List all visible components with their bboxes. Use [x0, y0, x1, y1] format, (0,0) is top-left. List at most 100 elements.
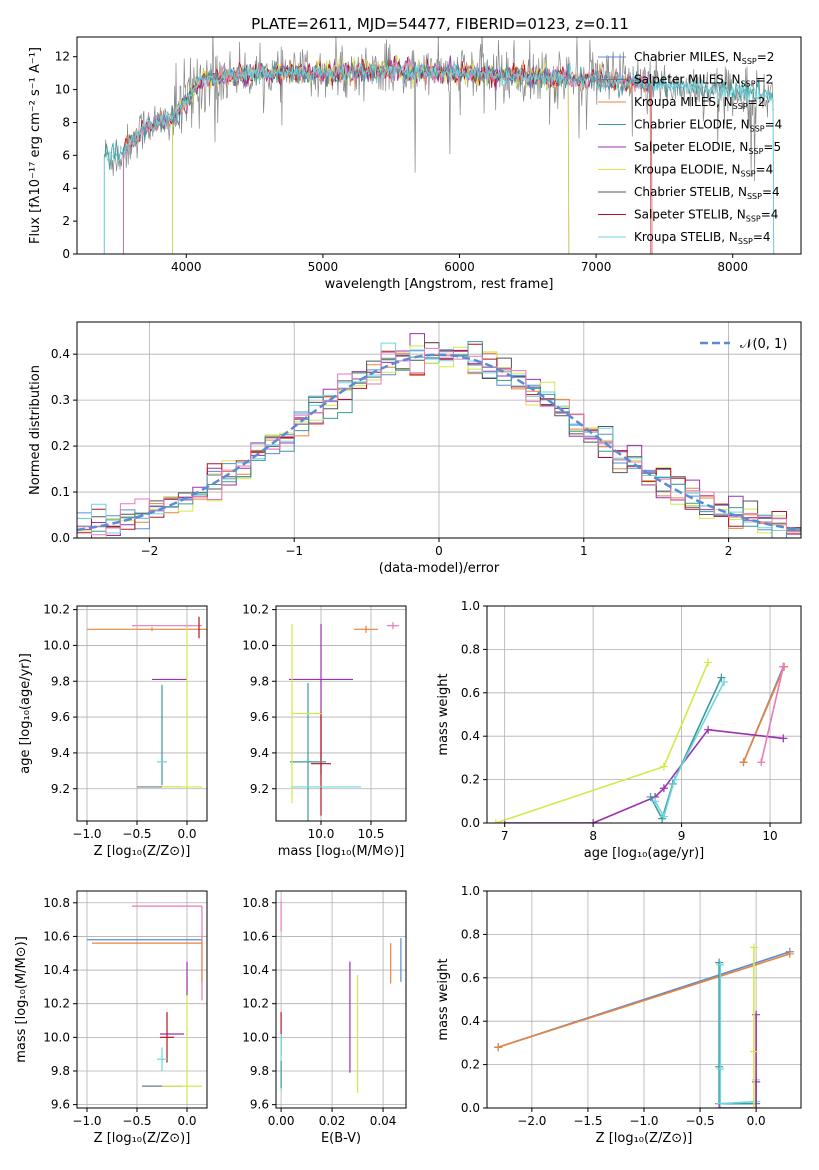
y-tick-label: 10.4: [242, 963, 269, 977]
legend-value: =4: [753, 230, 771, 244]
error-point: [290, 683, 326, 821]
legend-entry: Chabrier MILES, NSSP=2: [634, 50, 774, 66]
legend-subscript: SSP: [741, 80, 756, 89]
weight-marker: [658, 814, 667, 823]
legend-entry: Kroupa ELODIE, NSSP=4: [634, 163, 773, 179]
y-tick-label: 9.4: [250, 746, 269, 760]
weight-marker: [716, 1064, 725, 1073]
figure-title: PLATE=2611, MJD=54477, FIBERID=0123, z=0…: [251, 15, 629, 33]
weight-series: [651, 677, 729, 821]
y-tick-label: 9.2: [51, 782, 70, 796]
y-tick-label: 0.4: [461, 1014, 480, 1028]
legend-label: Chabrier MILES, N: [634, 50, 742, 64]
y-tick-label: 10.0: [242, 1030, 269, 1044]
weight-marker: [715, 958, 724, 967]
y-axis-label: mass weight: [436, 958, 451, 1040]
y-tick-label: 0: [62, 247, 70, 261]
y-tick-label: 6: [62, 148, 70, 162]
y-tick-label: 9.6: [250, 1098, 269, 1112]
y-tick-label: 10.2: [242, 997, 269, 1011]
weight-marker: [716, 960, 725, 969]
legend-value: =4: [756, 163, 774, 177]
plot-area: [491, 658, 789, 823]
axes: −2.0 −1.5 −1.0 −0.5 0.0 0.0 0.2 0.4 0.6 0.8 1.0 Z […: [436, 884, 802, 1146]
y-tick-label: 2: [62, 214, 70, 228]
weight-marker: [494, 1043, 503, 1052]
weight-line: [742, 666, 785, 763]
weight-vs-age-panel: 7 8 9 10 0.0 0.2 0.4 0.6 0.8 1.0 age [log₁₀(age/yr…: [436, 599, 802, 861]
x-axis-label: wavelength [Angstrom, rest frame]: [325, 277, 554, 292]
x-tick-label: 10.0: [308, 827, 335, 841]
y-tick-label: 10.6: [242, 929, 269, 943]
plot-area: [77, 333, 801, 538]
y-tick-label: 9.6: [51, 710, 70, 724]
legend-subscript: SSP: [750, 125, 765, 134]
weight-line: [719, 1014, 757, 1108]
y-tick-label: 9.4: [51, 746, 70, 760]
legend-label: Chabrier STELIB, N: [634, 185, 747, 199]
weight-marker: [720, 677, 729, 686]
weight-line: [649, 677, 723, 821]
axes-frame: [76, 890, 208, 1109]
y-tick-label: 0.1: [51, 485, 70, 499]
legend-value: =5: [763, 140, 781, 154]
plot-area: [494, 943, 794, 1108]
weight-marker: [749, 1047, 758, 1056]
legend-value: =2: [757, 50, 775, 64]
x-tick-label: 7000: [581, 260, 612, 274]
axes: 7 8 9 10 0.0 0.2 0.4 0.6 0.8 1.0 age [log₁₀(age/yr…: [436, 599, 802, 861]
x-tick-label: 0.0: [747, 1114, 766, 1128]
y-tick-label: 9.8: [51, 1064, 70, 1078]
weight-marker: [589, 819, 598, 823]
axes-frame: [486, 890, 802, 1109]
mass-vs-metallicity-panel: −1.0 −0.5 0.0 9.6 9.8 10.0 10.2 10.4 10.6 10.8 Z […: [14, 890, 208, 1146]
age-vs-metallicity-panel: −1.0 −0.5 0.0 9.2 9.4 9.6 9.8 10.0 10.2 Z [log₁₀(…: [18, 603, 208, 859]
legend-label: Kroupa MILES, N: [634, 95, 733, 109]
x-axis-label: mass [log₁₀(M/M⊙)]: [278, 844, 405, 859]
axes-frame: [275, 890, 407, 1109]
legend-entry: Chabrier ELODIE, NSSP=4: [634, 118, 782, 134]
x-tick-label: 10: [762, 829, 777, 843]
y-tick-label: 0.6: [461, 686, 480, 700]
grid-lines: [276, 891, 406, 1108]
x-tick-label: 10.5: [358, 827, 385, 841]
x-tick-label: 0.0: [177, 1114, 196, 1128]
grid-lines: [487, 605, 801, 824]
y-tick-label: 10.8: [242, 896, 269, 910]
model-spectrum: [103, 61, 775, 254]
y-tick-label: 0.3: [51, 393, 70, 407]
weight-line: [718, 962, 757, 1105]
y-tick-label: 9.8: [51, 674, 70, 688]
x-tick-label: 1: [580, 544, 588, 558]
y-tick-label: 4: [62, 181, 70, 195]
weight-line: [654, 681, 725, 819]
age-vs-mass-panel: 10.0 10.5 9.2 9.4 9.6 9.8 10.0 10.2 mass [log₁₀(…: [242, 603, 407, 859]
weight-series: [646, 673, 726, 823]
legend-value: =2: [748, 95, 766, 109]
axes: 4000 5000 6000 7000 8000 0 2 4 6 8 10 12 wavelength …: [28, 36, 802, 292]
error-point: [160, 1012, 174, 1063]
x-axis-label: Z [log₁₀(Z/Z⊙)]: [596, 1131, 693, 1146]
weight-marker: [659, 762, 668, 771]
x-axis-label: Z [log₁₀(Z/Z⊙)]: [94, 1131, 191, 1146]
axes-frame: [76, 321, 802, 539]
axes: −2 −1 0 1 2 0.0 0.1 0.2 0.3 0.4 (data-model)/error…: [28, 321, 802, 576]
y-tick-label: 12: [55, 50, 70, 64]
y-tick-label: 10.0: [43, 638, 70, 652]
legend-value: =4: [761, 208, 779, 222]
y-tick-label: 0.0: [461, 816, 480, 830]
legend-value: =4: [762, 185, 780, 199]
y-tick-label: 1.0: [461, 599, 480, 613]
weight-vs-metallicity-panel: −2.0 −1.5 −1.0 −0.5 0.0 0.0 0.2 0.4 0.6 0.8 1.0 Z […: [436, 884, 802, 1146]
weight-marker: [670, 775, 679, 784]
x-tick-label: −1: [285, 544, 303, 558]
legend-entry: Salpeter MILES, NSSP=2: [634, 73, 773, 89]
weight-series: [757, 662, 788, 767]
axes: −1.0 −0.5 0.0 9.6 9.8 10.0 10.2 10.4 10.6 10.8 Z […: [14, 890, 208, 1146]
x-tick-label: 5000: [308, 260, 339, 274]
legend-entry: Salpeter ELODIE, NSSP=5: [634, 140, 781, 156]
weight-marker: [785, 949, 794, 958]
model-spectrum: [103, 59, 775, 254]
y-tick-label: 10: [55, 83, 70, 97]
